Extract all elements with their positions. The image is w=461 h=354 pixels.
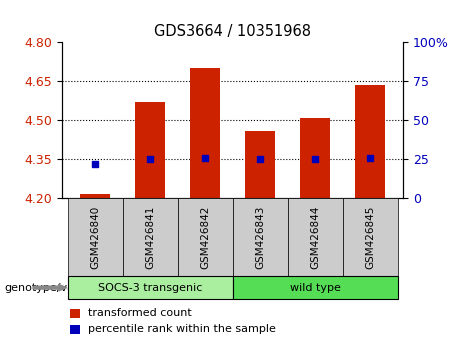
Point (92, 161, 99, 167)
Bar (190, 68, 220, 198)
Bar (135, 102, 165, 198)
Point (201, 155, 209, 161)
Text: percentile rank within the sample: percentile rank within the sample (89, 324, 276, 334)
Text: transformed count: transformed count (89, 308, 192, 318)
Title: GDS3664 / 10351968: GDS3664 / 10351968 (154, 23, 311, 39)
Text: GSM426844: GSM426844 (310, 205, 320, 269)
Text: genotype/variation: genotype/variation (5, 282, 111, 293)
Bar (300, 118, 331, 198)
Point (257, 156, 264, 162)
Bar (80, 194, 110, 198)
Point (366, 155, 374, 161)
Point (312, 156, 319, 162)
Text: GSM426840: GSM426840 (90, 206, 100, 269)
Text: GSM426845: GSM426845 (366, 205, 375, 269)
Text: GSM426843: GSM426843 (255, 205, 266, 269)
Text: SOCS-3 transgenic: SOCS-3 transgenic (98, 282, 202, 293)
Text: GSM426842: GSM426842 (200, 205, 210, 269)
Text: GSM426841: GSM426841 (145, 205, 155, 269)
Bar (355, 85, 385, 198)
Bar (245, 131, 276, 198)
Point (147, 156, 154, 162)
Text: wild type: wild type (290, 282, 341, 293)
